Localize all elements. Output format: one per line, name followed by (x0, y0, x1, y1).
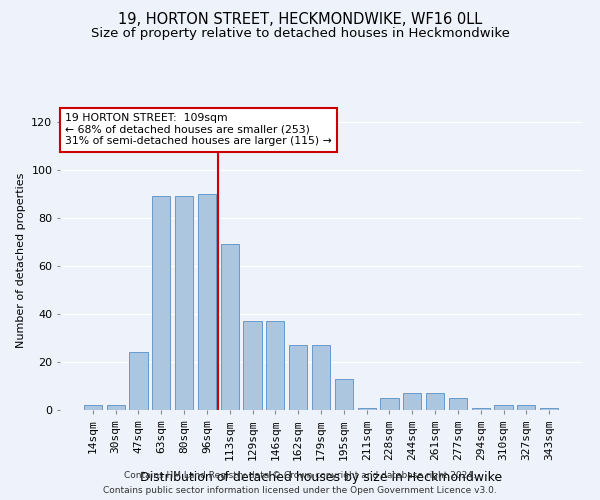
Text: Size of property relative to detached houses in Heckmondwike: Size of property relative to detached ho… (91, 28, 509, 40)
Text: 19, HORTON STREET, HECKMONDWIKE, WF16 0LL: 19, HORTON STREET, HECKMONDWIKE, WF16 0L… (118, 12, 482, 28)
Bar (540, 408, 558, 410)
Bar (289, 345, 307, 410)
Y-axis label: Number of detached properties: Number of detached properties (16, 172, 26, 348)
Bar (517, 405, 535, 410)
Bar (130, 352, 148, 410)
Bar (426, 393, 444, 410)
Bar (175, 196, 193, 410)
Bar (244, 321, 262, 410)
Bar (335, 379, 353, 410)
Bar (472, 408, 490, 410)
Text: 19 HORTON STREET:  109sqm
← 68% of detached houses are smaller (253)
31% of semi: 19 HORTON STREET: 109sqm ← 68% of detach… (65, 113, 332, 146)
Bar (107, 405, 125, 410)
Bar (221, 244, 239, 410)
Text: Contains HM Land Registry data © Crown copyright and database right 2024.: Contains HM Land Registry data © Crown c… (124, 471, 476, 480)
Bar (358, 408, 376, 410)
Text: Contains public sector information licensed under the Open Government Licence v3: Contains public sector information licen… (103, 486, 497, 495)
Bar (152, 196, 170, 410)
Bar (449, 398, 467, 410)
Bar (380, 398, 398, 410)
Bar (494, 405, 512, 410)
Bar (312, 345, 330, 410)
X-axis label: Distribution of detached houses by size in Heckmondwike: Distribution of detached houses by size … (140, 470, 502, 484)
Bar (266, 321, 284, 410)
Bar (403, 393, 421, 410)
Bar (198, 194, 216, 410)
Bar (84, 405, 102, 410)
